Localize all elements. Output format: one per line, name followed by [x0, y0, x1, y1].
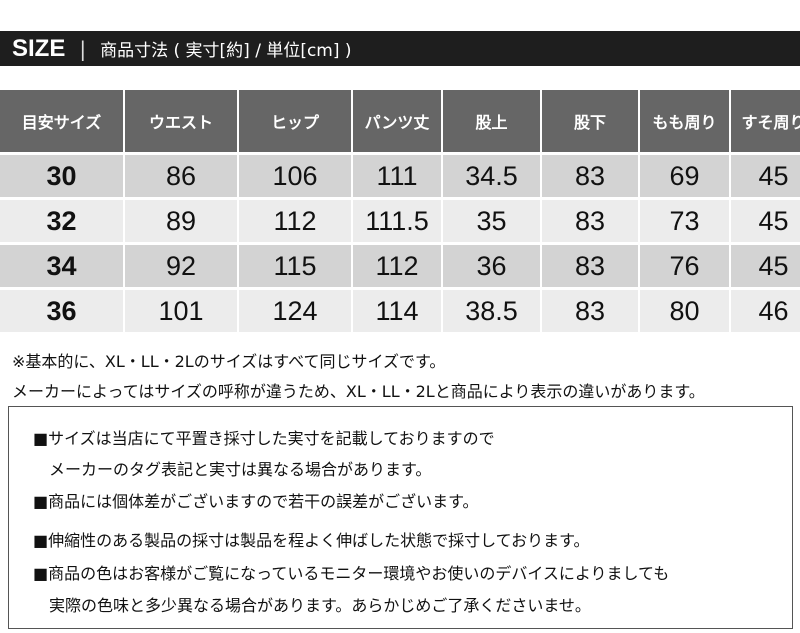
column-header: すそ周り [731, 90, 800, 152]
disclaimer-line: メーカーのタグ表記と実寸は異なる場合があります。 [49, 460, 432, 479]
size-cell: 34 [0, 245, 123, 287]
page-subtitle: 商品寸法 ( 実寸[約] / 単位[cm] ) [100, 41, 352, 61]
measurement-cell: 86 [125, 155, 237, 197]
measurement-cell: 45 [731, 200, 800, 242]
measurement-cell: 69 [640, 155, 729, 197]
measurement-cell: 106 [239, 155, 351, 197]
column-header: もも周り [640, 90, 729, 152]
measurement-cell: 92 [125, 245, 237, 287]
measurement-cell: 38.5 [443, 290, 540, 332]
table-row: 36 101 124 114 38.5 83 80 46 [0, 290, 800, 332]
measurement-cell: 45 [731, 245, 800, 287]
measurement-cell: 115 [239, 245, 351, 287]
measurement-cell: 45 [731, 155, 800, 197]
measurement-cell: 83 [542, 245, 638, 287]
size-cell: 36 [0, 290, 123, 332]
table-row: 34 92 115 112 36 83 76 45 [0, 245, 800, 287]
title-separator: | [79, 36, 87, 61]
table-row: 30 86 106 111 34.5 83 69 45 [0, 155, 800, 197]
measurement-cell: 46 [731, 290, 800, 332]
measurement-cell: 34.5 [443, 155, 540, 197]
measurement-cell: 83 [542, 290, 638, 332]
measurement-cell: 76 [640, 245, 729, 287]
measurement-cell: 101 [125, 290, 237, 332]
table-row: 32 89 112 111.5 35 83 73 45 [0, 200, 800, 242]
disclaimer-box: ■サイズは当店にて平置き採寸した実寸を記載しておりますので メーカーのタグ表記と… [8, 406, 793, 629]
measurement-cell: 112 [239, 200, 351, 242]
disclaimer-line: ■サイズは当店にて平置き採寸した実寸を記載しておりますので [33, 429, 495, 448]
disclaimer-line: 実際の色味と多少異なる場合があります。あらかじめご了承くださいませ。 [49, 596, 591, 615]
column-header: 目安サイズ [0, 90, 123, 152]
measurement-cell: 124 [239, 290, 351, 332]
disclaimer-line: ■商品には個体差がございますので若干の誤差がございます。 [33, 492, 479, 511]
column-header: パンツ丈 [353, 90, 441, 152]
column-header: ウエスト [125, 90, 237, 152]
measurement-cell: 112 [353, 245, 441, 287]
column-header: 股上 [443, 90, 540, 152]
size-note-1: ※基本的に、XL・LL・2Lのサイズはすべて同じサイズです。 [12, 352, 446, 371]
size-note-2: メーカーによってはサイズの呼称が違うため、XL・LL・2Lと商品により表示の違い… [12, 382, 705, 401]
page-title: SIZE [12, 34, 66, 62]
measurement-cell: 35 [443, 200, 540, 242]
measurement-cell: 111.5 [353, 200, 441, 242]
size-cell: 30 [0, 155, 123, 197]
measurement-cell: 83 [542, 200, 638, 242]
measurement-cell: 89 [125, 200, 237, 242]
measurement-cell: 80 [640, 290, 729, 332]
measurement-cell: 36 [443, 245, 540, 287]
measurement-cell: 83 [542, 155, 638, 197]
measurement-cell: 111 [353, 155, 441, 197]
measurement-cell: 114 [353, 290, 441, 332]
title-bar: SIZE | 商品寸法 ( 実寸[約] / 単位[cm] ) [0, 31, 800, 66]
measurement-cell: 73 [640, 200, 729, 242]
disclaimer-line: ■伸縮性のある製品の採寸は製品を程よく伸ばした状態で採寸しております。 [33, 531, 590, 550]
table-header-row: 目安サイズ ウエスト ヒップ パンツ丈 股上 股下 もも周り すそ周り [0, 90, 800, 152]
disclaimer-line: ■商品の色はお客様がご覧になっているモニター環境やお使いのデバイスによりましても [33, 564, 670, 583]
size-cell: 32 [0, 200, 123, 242]
column-header: 股下 [542, 90, 638, 152]
column-header: ヒップ [239, 90, 351, 152]
size-table: 目安サイズ ウエスト ヒップ パンツ丈 股上 股下 もも周り すそ周り 30 86 106 111 3… [0, 87, 800, 335]
